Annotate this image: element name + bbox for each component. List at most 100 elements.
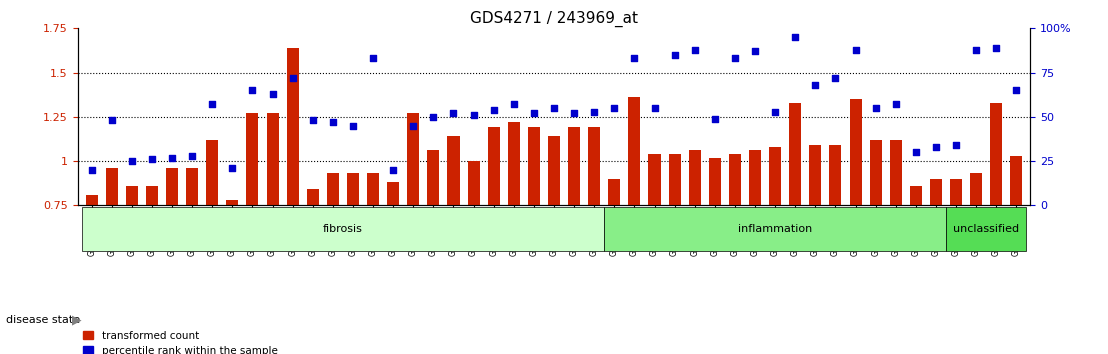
Bar (548, 136, 560, 338)
Bar (387, 182, 399, 338)
Text: ▶: ▶ (72, 314, 82, 327)
Point (204, 102, 222, 107)
Point (224, 165, 242, 171)
Text: inflammation: inflammation (738, 224, 812, 234)
Point (525, 110, 543, 116)
Point (1007, 87, 1025, 93)
Point (646, 105, 664, 111)
Bar (689, 150, 700, 338)
Point (927, 144, 945, 150)
Bar (408, 113, 419, 338)
Bar (527, 127, 540, 338)
Bar (448, 136, 460, 338)
Point (847, 47, 864, 52)
Point (585, 109, 603, 114)
Bar (327, 173, 339, 338)
Bar (648, 154, 660, 338)
Point (505, 102, 523, 107)
Point (384, 167, 402, 173)
Bar (488, 127, 500, 338)
Bar (950, 179, 962, 338)
Bar (206, 140, 218, 338)
Point (404, 123, 422, 129)
Point (967, 47, 985, 52)
Point (345, 123, 362, 129)
Bar (870, 140, 882, 338)
Bar (971, 173, 982, 338)
Bar (166, 168, 178, 338)
Point (626, 56, 644, 61)
Point (485, 107, 503, 113)
Point (545, 105, 563, 111)
Point (726, 56, 743, 61)
Bar (246, 113, 258, 338)
Bar (1010, 156, 1023, 338)
Point (464, 112, 482, 118)
Bar (428, 150, 440, 338)
Point (827, 75, 844, 81)
Point (947, 142, 965, 148)
Point (83, 167, 101, 173)
Text: fibrosis: fibrosis (322, 224, 362, 234)
Bar (789, 103, 801, 338)
Bar (930, 179, 942, 338)
Bar (668, 154, 680, 338)
Bar (468, 161, 480, 338)
Point (767, 109, 784, 114)
Point (907, 149, 925, 155)
Bar (890, 140, 902, 338)
Point (565, 110, 583, 116)
Point (424, 114, 442, 120)
Legend: transformed count, percentile rank within the sample: transformed count, percentile rank withi… (83, 331, 277, 354)
Bar (146, 186, 158, 338)
Point (264, 91, 281, 97)
Point (365, 56, 382, 61)
Point (324, 119, 341, 125)
Bar (568, 127, 581, 338)
Bar (287, 48, 299, 338)
Title: GDS4271 / 243969_at: GDS4271 / 243969_at (470, 11, 638, 27)
Text: disease state: disease state (6, 315, 80, 325)
Bar (186, 168, 198, 338)
Point (143, 156, 161, 162)
Point (807, 82, 824, 88)
Point (284, 75, 301, 81)
Bar (347, 173, 359, 338)
Bar (608, 179, 620, 338)
Bar (507, 122, 520, 338)
Bar (749, 150, 761, 338)
Bar (628, 97, 640, 338)
Point (444, 110, 462, 116)
Bar (850, 99, 862, 338)
Bar (809, 145, 821, 338)
Point (746, 48, 763, 54)
Point (686, 47, 704, 52)
Bar (729, 154, 741, 338)
Bar (367, 173, 379, 338)
Point (866, 105, 884, 111)
Point (163, 155, 181, 160)
Bar (709, 158, 721, 338)
Point (886, 102, 904, 107)
Point (605, 105, 623, 111)
Point (123, 158, 141, 164)
Bar (307, 189, 319, 338)
Point (183, 153, 201, 159)
Point (244, 87, 261, 93)
Point (787, 34, 804, 40)
Bar (910, 186, 922, 338)
Text: unclassified: unclassified (953, 224, 1019, 234)
Point (706, 116, 724, 121)
Bar (991, 103, 1003, 338)
Bar (769, 147, 781, 338)
Point (304, 118, 321, 123)
Bar (126, 186, 137, 338)
Bar (85, 195, 98, 338)
Point (666, 52, 684, 58)
Bar (588, 127, 601, 338)
Bar (226, 200, 238, 338)
Point (987, 45, 1005, 51)
Bar (830, 145, 841, 338)
Bar (267, 113, 278, 338)
Point (103, 118, 121, 123)
